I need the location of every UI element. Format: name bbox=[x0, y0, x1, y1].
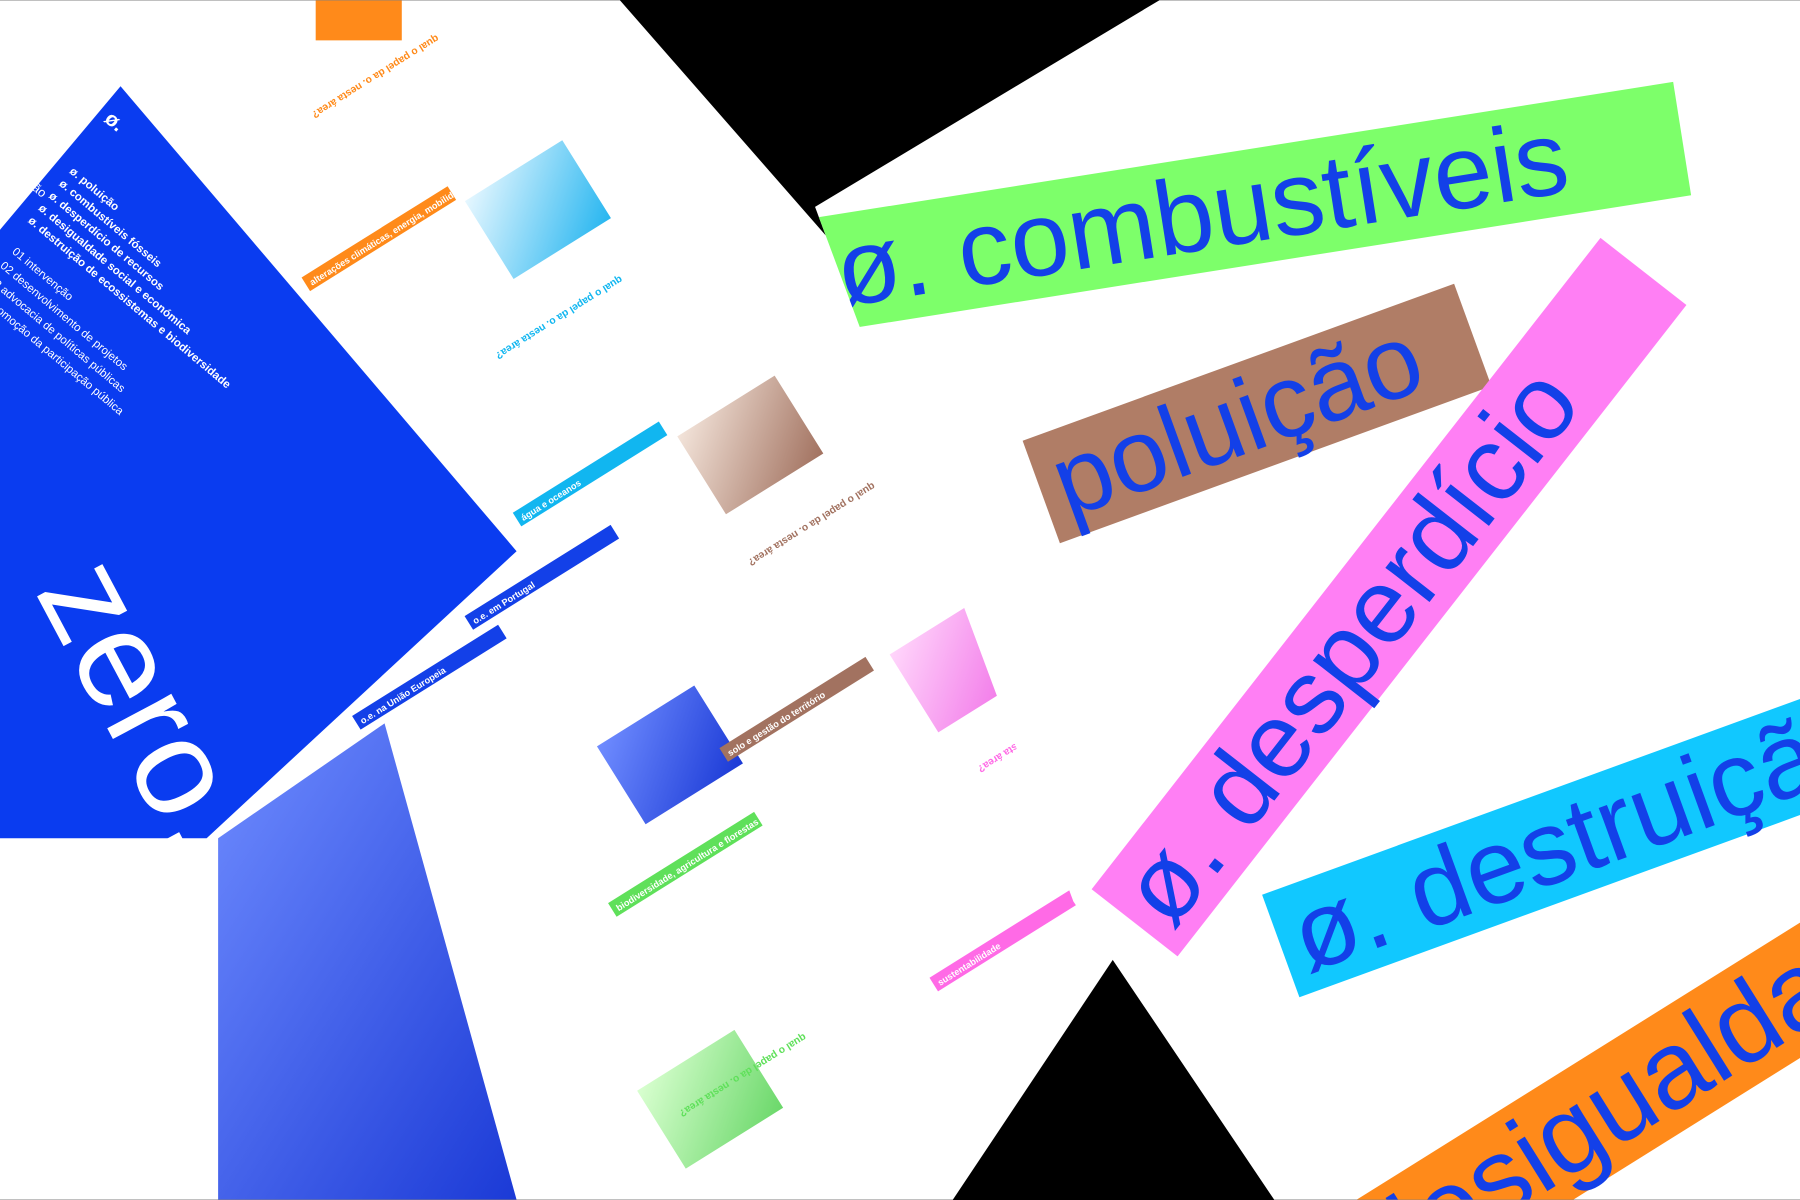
tag-bg bbox=[608, 811, 763, 917]
tag-bg bbox=[929, 886, 1085, 992]
band-bg bbox=[1327, 877, 1800, 1200]
tree-image bbox=[596, 685, 743, 825]
sand-image bbox=[677, 375, 824, 515]
tag-bg bbox=[301, 186, 457, 292]
tag-bg bbox=[464, 524, 620, 630]
sky-image bbox=[464, 140, 611, 279]
band-bg bbox=[1091, 237, 1687, 957]
solar-image bbox=[218, 723, 517, 1200]
tag-bg bbox=[512, 421, 668, 527]
blue-panel bbox=[0, 86, 517, 839]
band-bg bbox=[1262, 690, 1800, 998]
green-image bbox=[637, 1029, 784, 1169]
orange-image bbox=[315, 0, 402, 41]
tag-bg bbox=[719, 656, 874, 762]
tag-bg bbox=[352, 624, 507, 730]
band-bg bbox=[815, 81, 1692, 332]
band-bg bbox=[1022, 283, 1492, 544]
